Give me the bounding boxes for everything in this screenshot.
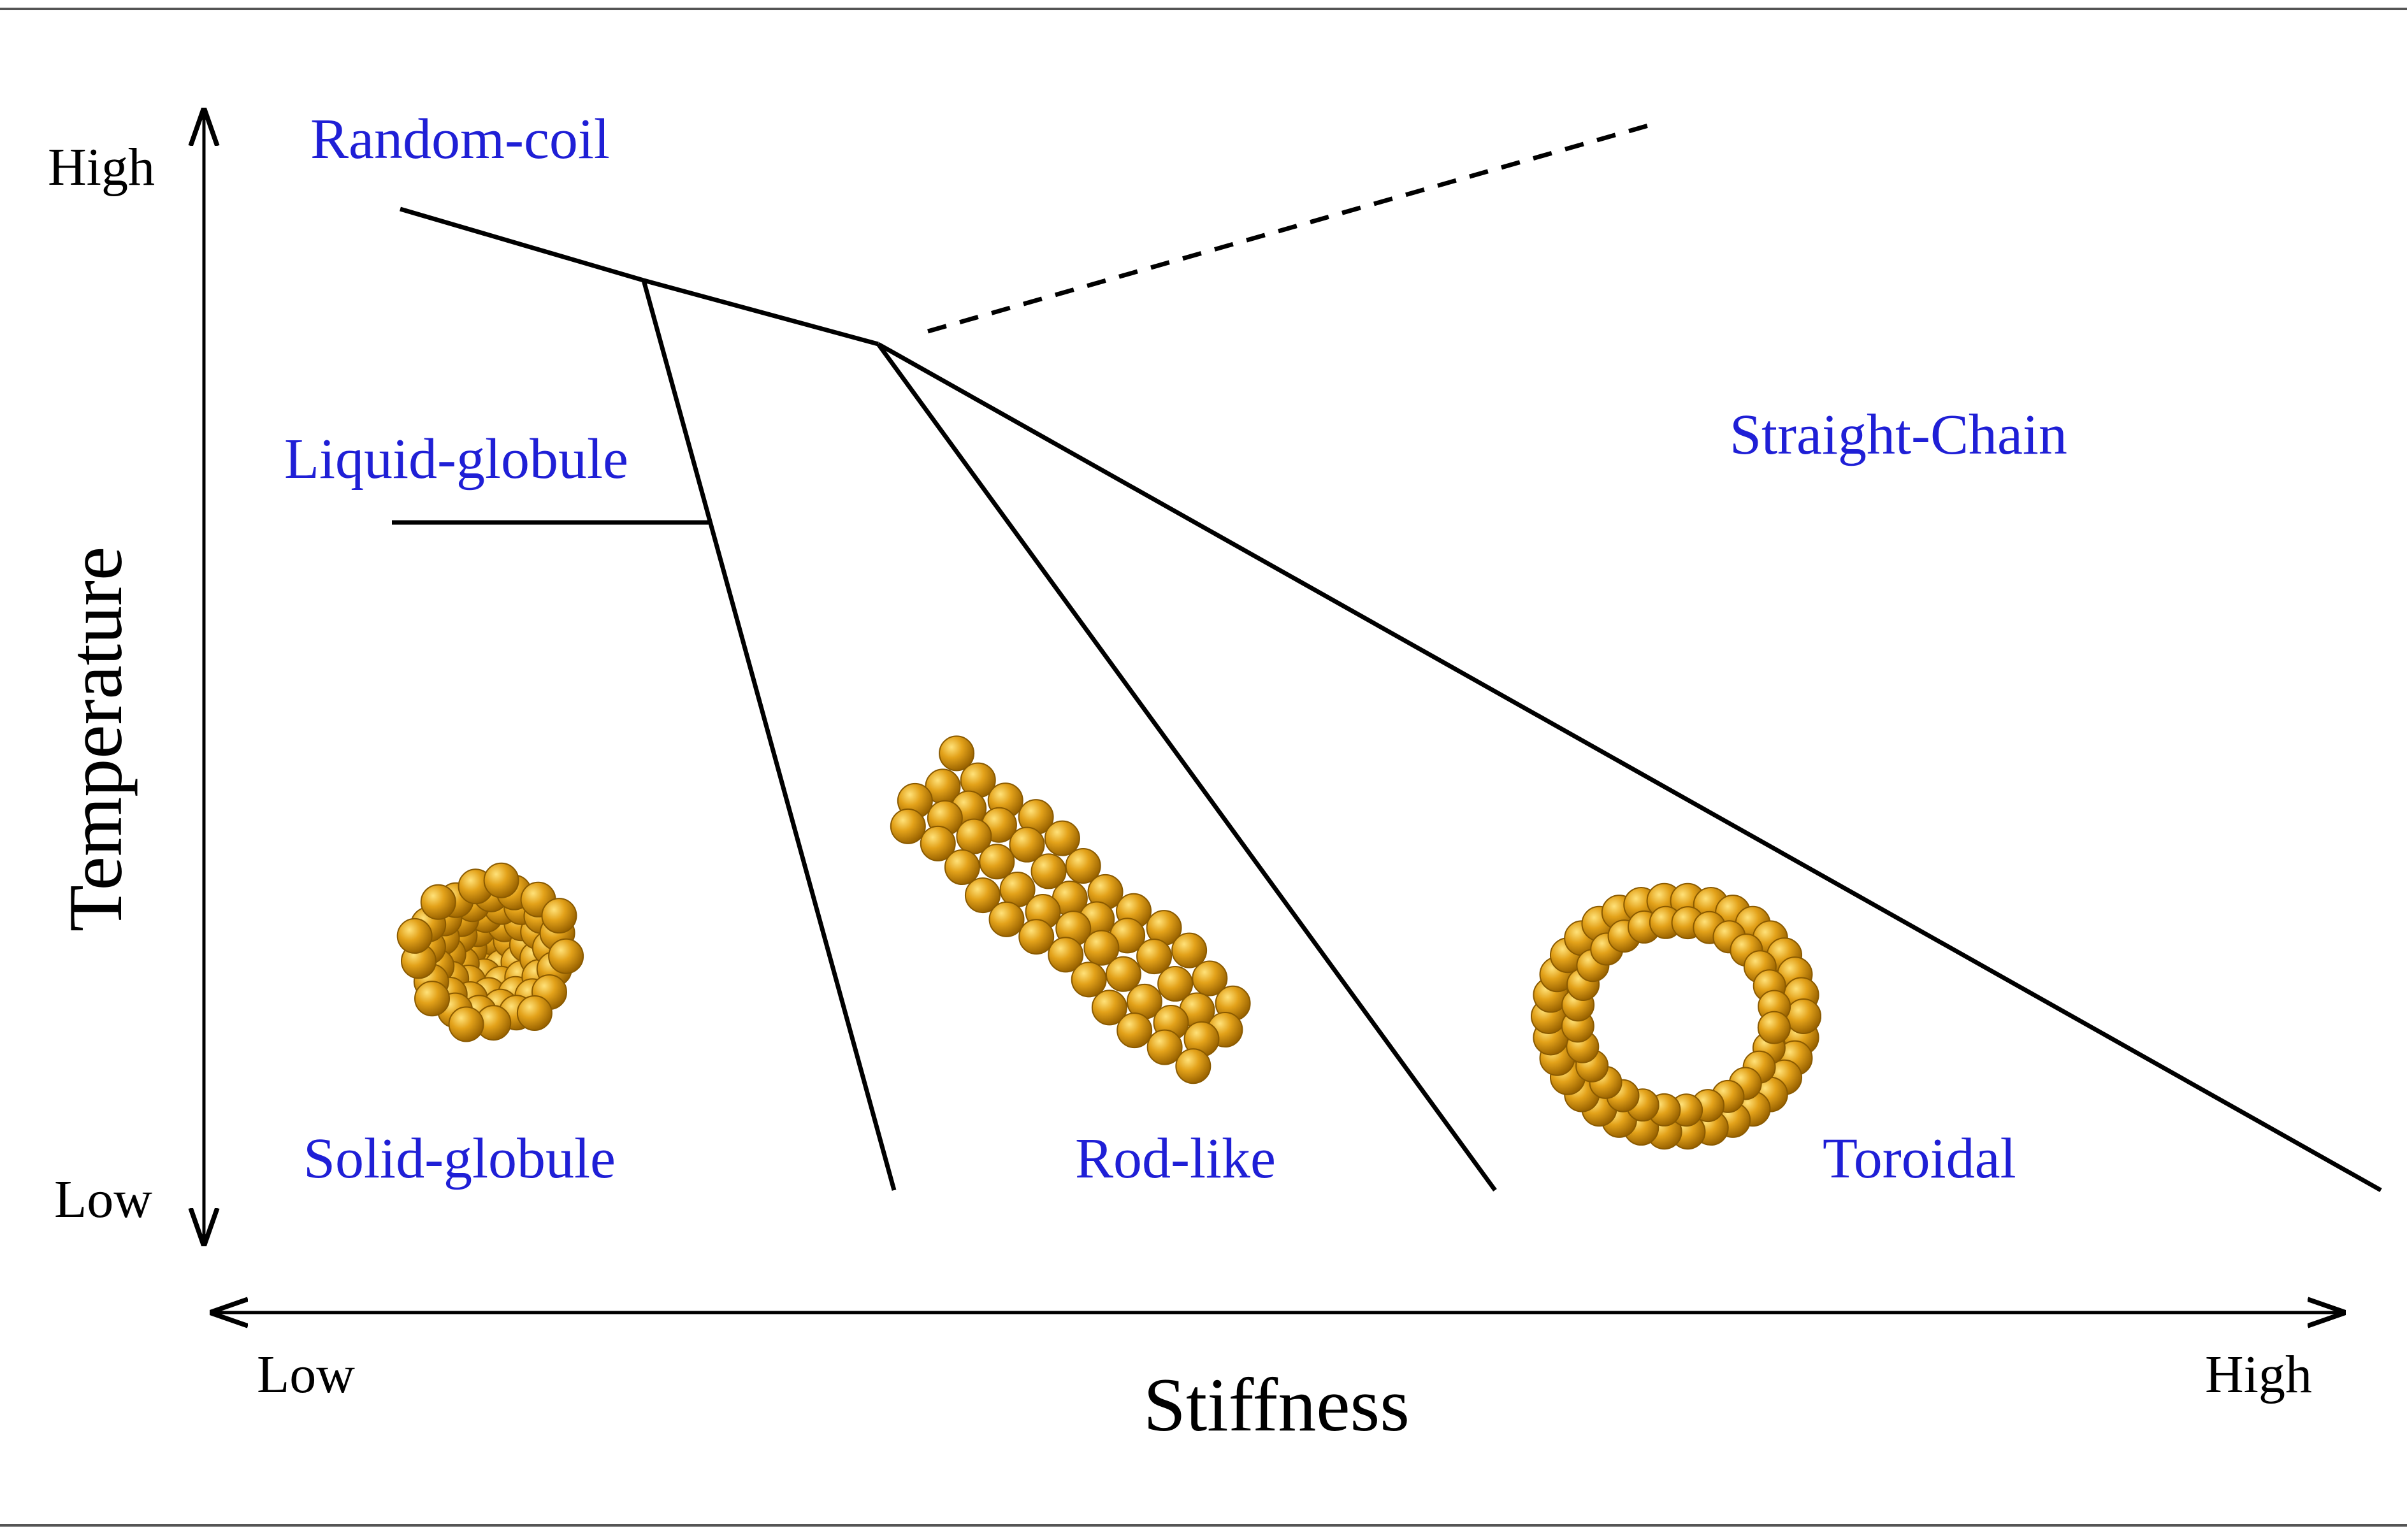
boundary-coil-straight-dashed <box>928 125 1651 331</box>
rod-like-illustration <box>891 736 1250 1083</box>
polymer-bead <box>979 844 1014 879</box>
y-axis-high-label: High <box>48 138 155 197</box>
polymer-bead <box>421 885 456 919</box>
polymer-bead <box>1758 1012 1790 1044</box>
polymer-bead <box>891 809 925 844</box>
polymer-bead <box>1072 962 1106 997</box>
solid-globule-illustration <box>398 863 583 1042</box>
x-axis-low-label: Low <box>257 1345 355 1404</box>
phase-label-solid-globule: Solid-globule <box>303 1127 616 1190</box>
boundary-toroid-straight <box>878 344 2381 1190</box>
boundary-coil-lower <box>644 280 878 344</box>
polymer-bead <box>1176 1049 1210 1083</box>
phase-label-straight-chain: Straight-Chain <box>1730 403 2067 466</box>
polymer-bead <box>1045 821 1080 856</box>
y-axis-low-label: Low <box>54 1170 152 1229</box>
polymer-bead <box>415 981 449 1016</box>
phase-label-toroidal: Toroidal <box>1823 1127 2016 1190</box>
polymer-bead <box>517 996 552 1030</box>
polymer-bead <box>484 863 519 898</box>
polymer-bead <box>542 898 576 933</box>
polymer-bead <box>990 902 1024 937</box>
phase-label-rod-like: Rod-like <box>1075 1127 1276 1190</box>
polymer-bead <box>1172 933 1206 968</box>
y-axis-title: Temperature <box>53 547 138 932</box>
x-axis-high-label: High <box>2205 1345 2312 1404</box>
boundary-solid-rod <box>644 280 894 1190</box>
polymer-bead <box>1019 919 1053 954</box>
toroid-illustration <box>1531 884 1821 1149</box>
polymer-bead <box>945 850 979 884</box>
polymer-bead <box>549 939 583 974</box>
polymer-bead <box>1117 1013 1152 1047</box>
polymer-bead <box>398 919 432 953</box>
polymer-bead <box>449 1007 484 1041</box>
polymer-bead <box>1786 999 1821 1033</box>
x-axis-title: Stiffness <box>1143 1362 1410 1447</box>
phase-label-random-coil: Random-coil <box>310 108 610 171</box>
phase-boundaries <box>392 125 2381 1190</box>
phase-label-liquid-globule: Liquid-globule <box>284 428 628 491</box>
boundary-coil-upper <box>400 209 644 280</box>
